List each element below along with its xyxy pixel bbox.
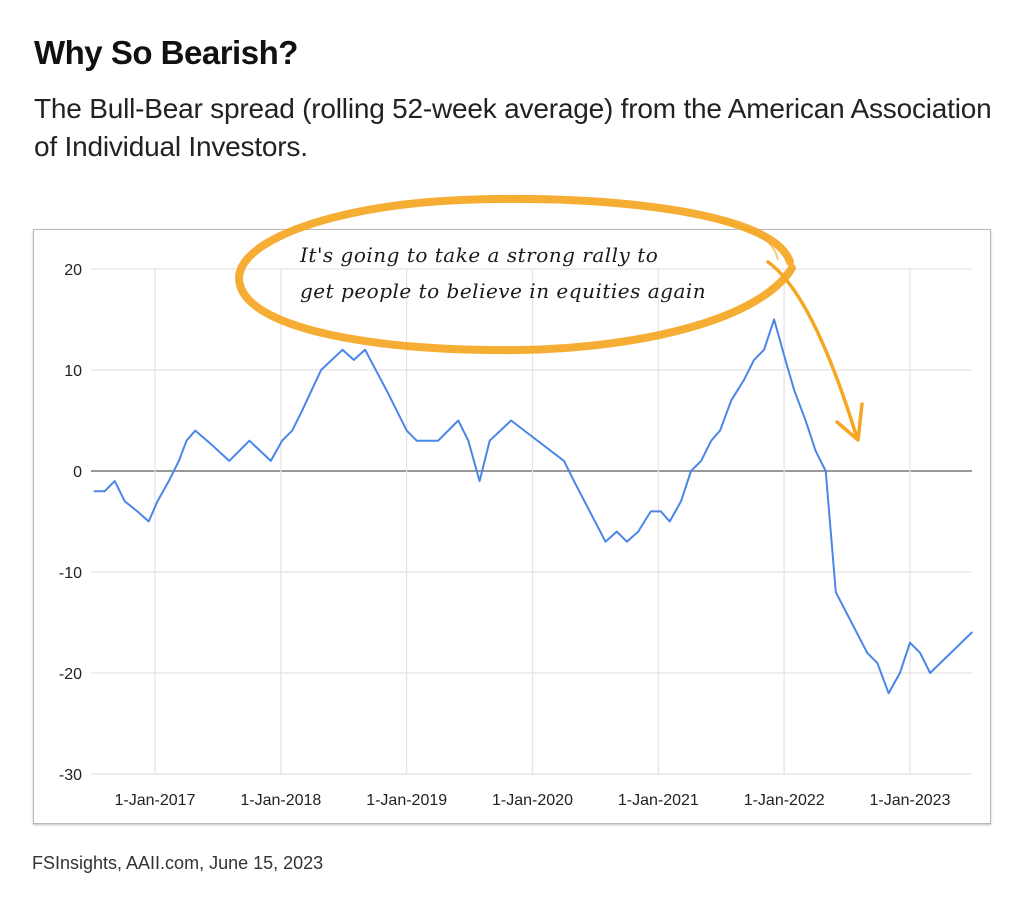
annotation-line-2: get people to believe in equities again	[300, 279, 706, 303]
arrowhead-icon	[835, 402, 864, 442]
annotation-ellipse-tail	[719, 221, 779, 261]
y-tick-label: 0	[73, 464, 82, 481]
annotation-arrow-icon	[766, 260, 859, 440]
series-group	[93, 318, 973, 695]
x-tick-label: 1-Jan-2022	[744, 792, 825, 809]
chart-frame	[33, 229, 991, 824]
y-tick-label: -30	[59, 767, 82, 784]
source-footnote: FSInsights, AAII.com, June 15, 2023	[32, 853, 324, 873]
x-tick-label: 1-Jan-2020	[492, 792, 573, 809]
annotation-ellipse	[235, 194, 796, 355]
series-line	[93, 318, 973, 695]
y-tick-label: 10	[64, 363, 82, 380]
annotation-line-1: It's going to take a strong rally to	[299, 243, 658, 267]
x-tick-label: 1-Jan-2017	[115, 792, 196, 809]
x-axis-tick-labels: 1-Jan-2017 1-Jan-2018 1-Jan-2019 1-Jan-2020…	[115, 792, 951, 809]
chart-title: Why So Bearish?	[34, 34, 298, 71]
annotation: It's going to take a strong rally to get…	[235, 194, 864, 442]
y-tick-label: -20	[59, 666, 82, 683]
y-tick-label: -10	[59, 565, 82, 582]
x-tick-label: 1-Jan-2021	[618, 792, 699, 809]
x-tick-label: 1-Jan-2019	[366, 792, 447, 809]
x-tick-label: 1-Jan-2018	[240, 792, 321, 809]
chart-subtitle: The Bull-Bear spread (rolling 52-week av…	[34, 93, 992, 162]
y-axis-tick-labels: 20 10 0 -10 -20 -30	[59, 262, 82, 784]
y-tick-label: 20	[64, 262, 82, 279]
x-tick-label: 1-Jan-2023	[870, 792, 951, 809]
gridlines	[91, 268, 972, 775]
